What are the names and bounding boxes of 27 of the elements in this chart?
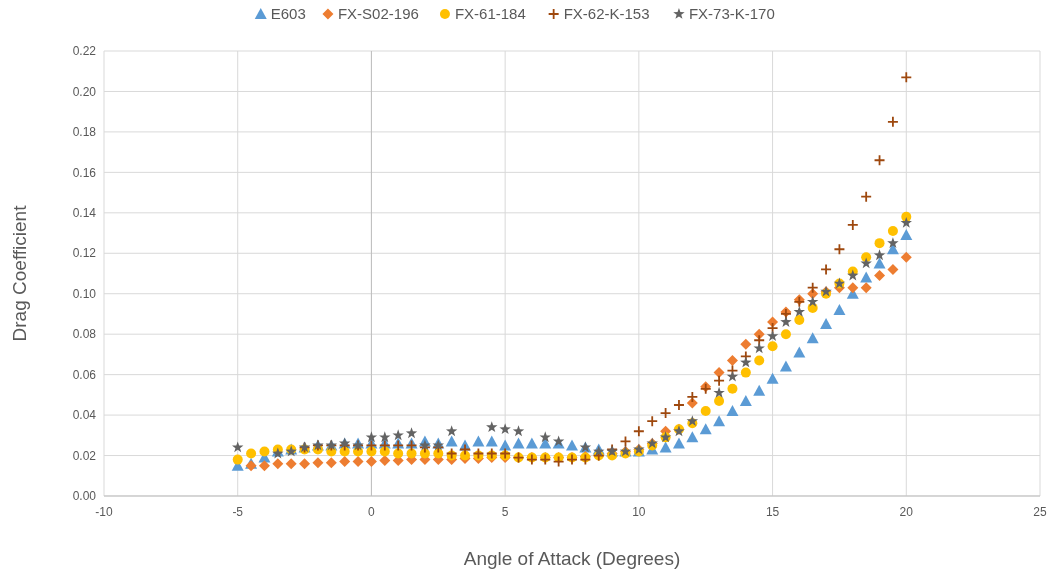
y-tick-label: 0.20 (72, 84, 97, 99)
y-tick-label: 0.14 (72, 206, 97, 221)
legend-label: FX-61-184 (454, 5, 526, 23)
legend-label: FX-73-K-170 (688, 5, 775, 23)
x-axis-title: Angle of Attack (Degrees) (463, 548, 681, 569)
y-axis-title: Drag Coefficient (9, 204, 30, 342)
y-tick-label: 0.18 (72, 125, 97, 140)
y-tick-label: 0.22 (72, 44, 97, 59)
y-tick-label: 0.04 (72, 408, 97, 423)
x-tick-label: 20 (899, 505, 914, 519)
y-tick-label: 0.08 (72, 327, 97, 342)
legend-label: FX-S02-196 (337, 5, 419, 23)
x-tick-label: 5 (501, 505, 509, 519)
y-tick-label: 0.12 (72, 246, 97, 261)
x-tick-label: 10 (632, 505, 646, 519)
x-tick-label: 0 (368, 505, 376, 519)
x-tick-label: 15 (765, 505, 780, 519)
x-tick-label: -10 (95, 505, 113, 519)
y-tick-label: 0.02 (72, 448, 97, 463)
y-tick-label: 0.16 (72, 165, 97, 180)
y-tick-label: 0.06 (72, 367, 97, 382)
legend-label: FX-62-K-153 (563, 5, 650, 23)
legend-label: E603 (270, 5, 306, 23)
x-tick-label: -5 (232, 505, 244, 519)
x-tick-label: 25 (1033, 505, 1047, 519)
y-tick-label: 0.00 (72, 489, 97, 504)
y-tick-label: 0.10 (72, 286, 97, 301)
